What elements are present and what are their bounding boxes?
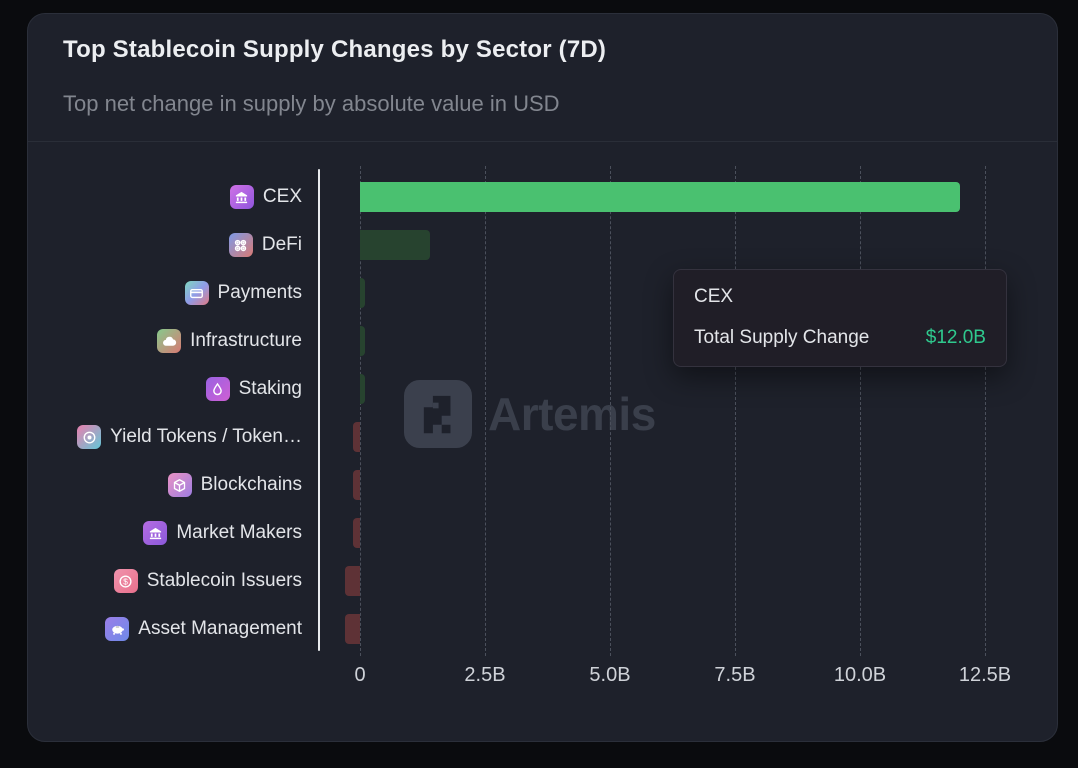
cube-icon (167, 473, 192, 497)
category-label: Staking (238, 378, 302, 399)
tooltip-label: Total Supply Change (694, 327, 870, 348)
tooltip-value: $12.0B (925, 327, 986, 348)
gridline (860, 166, 861, 656)
credit-card-icon (184, 281, 209, 305)
chart-title: Top Stablecoin Supply Changes by Sector … (63, 36, 607, 63)
category-row: Blockchains (167, 471, 302, 499)
artemis-logo-icon (404, 380, 472, 448)
bar[interactable] (360, 182, 960, 212)
category-row: Asset Management (105, 615, 302, 643)
category-row: Payments (184, 279, 302, 307)
bar[interactable] (352, 470, 360, 500)
category-label: Market Makers (176, 522, 302, 543)
category-label: Asset Management (138, 618, 302, 639)
bar[interactable] (345, 566, 360, 596)
bar[interactable] (360, 374, 365, 404)
x-tick-label: 7.5B (714, 664, 756, 686)
x-tick-label: 5.0B (589, 664, 631, 686)
category-label: Infrastructure (190, 330, 302, 351)
category-label: Blockchains (200, 474, 302, 495)
gridline (485, 166, 486, 656)
bar[interactable] (360, 326, 365, 356)
cloud-icon (157, 329, 182, 353)
svg-text:$: $ (123, 577, 128, 586)
bar[interactable] (360, 278, 365, 308)
category-row: Market Makers (143, 519, 302, 547)
grid-circles-icon (228, 233, 253, 257)
category-label: Payments (217, 282, 302, 303)
gridline (360, 166, 361, 656)
bar[interactable] (352, 518, 360, 548)
bar[interactable] (352, 422, 360, 452)
x-tick-label: 0 (354, 664, 366, 686)
category-label: Yield Tokens / Token… (110, 426, 302, 447)
gridline (610, 166, 611, 656)
category-row: Staking (205, 375, 302, 403)
dollar-coin-icon: $ (113, 569, 138, 593)
y-axis-line (318, 169, 320, 651)
category-row: CEX (229, 183, 302, 211)
category-label: DeFi (261, 234, 302, 255)
bank-icon (143, 521, 168, 545)
bar[interactable] (345, 614, 360, 644)
bank-icon (229, 185, 254, 209)
tooltip: CEX Total Supply Change $12.0B (673, 269, 1007, 367)
category-row: DeFi (228, 231, 302, 259)
chart-card: Top Stablecoin Supply Changes by Sector … (27, 13, 1058, 742)
tooltip-title: CEX (694, 286, 734, 307)
chart-subtitle: Top net change in supply by absolute val… (63, 91, 560, 116)
category-row: Infrastructure (157, 327, 302, 355)
header-divider (28, 141, 1057, 142)
piggy-bank-icon (105, 617, 130, 641)
category-row: Yield Tokens / Token… (77, 423, 302, 451)
gridline (735, 166, 736, 656)
watermark-text: Artemis (488, 388, 656, 440)
x-tick-label: 12.5B (958, 664, 1012, 686)
bar[interactable] (360, 230, 430, 260)
watermark: Artemis (404, 380, 656, 448)
category-label: CEX (262, 186, 302, 207)
x-tick-label: 2.5B (464, 664, 506, 686)
category-label: Stablecoin Issuers (146, 570, 302, 591)
category-row: $ Stablecoin Issuers (113, 567, 302, 595)
gridline (985, 166, 986, 656)
droplet-icon (205, 377, 230, 401)
target-icon (77, 425, 102, 449)
x-tick-label: 10.0B (833, 664, 887, 686)
